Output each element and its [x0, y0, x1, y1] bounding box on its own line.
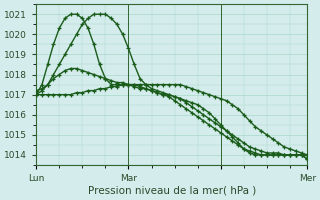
X-axis label: Pression niveau de la mer( hPa ): Pression niveau de la mer( hPa ): [88, 186, 256, 196]
